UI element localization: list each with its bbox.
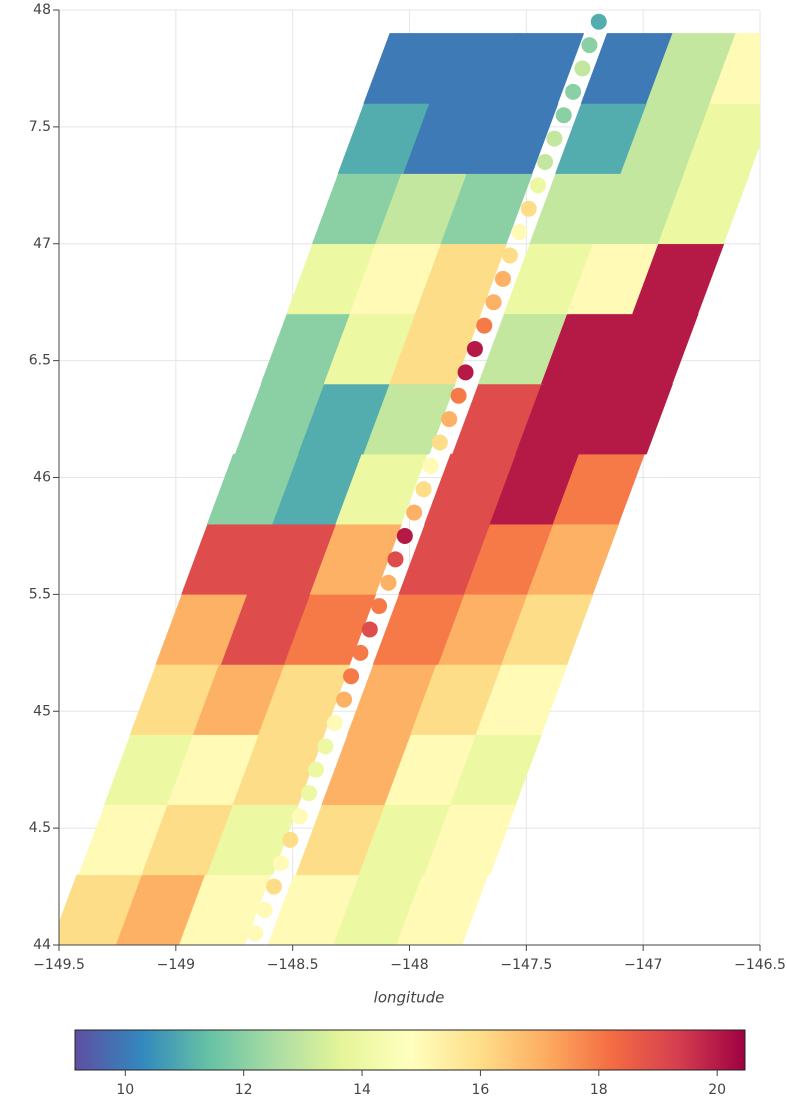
track-point: [555, 107, 572, 124]
x-tick-label: −149: [157, 957, 195, 973]
colorbar-tick-label: 20: [708, 1082, 726, 1098]
track-point: [537, 153, 554, 170]
track-point: [415, 481, 432, 498]
axes: [53, 9, 761, 951]
track-point: [581, 37, 598, 54]
track-point: [371, 598, 388, 615]
track-point: [546, 130, 563, 147]
track-point: [380, 574, 397, 591]
track-point: [343, 668, 360, 685]
track-point: [352, 644, 369, 661]
heatmap-cell: [501, 594, 594, 665]
track-point: [501, 247, 518, 264]
track-point: [457, 364, 474, 381]
heatmap-cell: [526, 524, 620, 595]
heatmap-cell: [309, 524, 402, 595]
track-point: [476, 317, 493, 334]
track-point: [361, 621, 378, 638]
heatmap-cell: [466, 103, 559, 174]
track-point: [265, 878, 282, 895]
track-point: [530, 177, 547, 194]
heatmap-cell: [475, 664, 568, 735]
heatmap-cell: [449, 734, 543, 805]
track-point: [387, 551, 404, 568]
track-point: [291, 808, 308, 825]
track-point: [308, 761, 325, 778]
y-tick-label: 48: [33, 2, 51, 18]
y-tick-label: 5.5: [29, 586, 51, 602]
track-point: [282, 831, 299, 848]
heatmap-cell: [414, 243, 508, 315]
y-tick-label: 7.5: [29, 119, 51, 135]
track-point: [565, 83, 582, 100]
heatmap-cell: [389, 313, 482, 385]
heatmap-cell: [440, 173, 533, 245]
track-point: [317, 738, 334, 755]
y-tick-label: 44: [33, 937, 51, 953]
heatmap-cell: [424, 804, 517, 876]
track-point: [574, 60, 591, 77]
track-point: [406, 504, 423, 521]
track-point: [494, 270, 511, 287]
x-tick-label: −146.5: [734, 957, 786, 973]
track-point: [336, 691, 353, 708]
track-point: [431, 434, 448, 451]
y-tick-label: 6.5: [29, 353, 51, 369]
heatmap-cell: [258, 664, 351, 735]
heatmap-cell: [491, 33, 585, 104]
y-tick-label: 46: [33, 470, 51, 486]
track-point: [272, 855, 289, 872]
track-point: [520, 200, 537, 217]
track-point: [422, 457, 439, 474]
colorbar-tick-label: 10: [116, 1082, 134, 1098]
x-tick-label: −149.5: [33, 957, 85, 973]
track-point: [441, 411, 458, 428]
track-point: [247, 925, 264, 942]
track-point: [396, 527, 413, 544]
x-tick-label: −147.5: [500, 957, 552, 973]
colorbar-tick-label: 12: [235, 1082, 253, 1098]
x-tick-label: −147: [624, 957, 662, 973]
track-point: [511, 224, 528, 241]
heatmap-cell: [363, 383, 456, 455]
y-tick-label: 45: [33, 703, 51, 719]
colorbar-tick-label: 16: [472, 1082, 490, 1098]
track-point: [256, 901, 273, 918]
plot-area: [59, 13, 760, 945]
heatmap-cell: [683, 103, 760, 174]
track-point: [485, 294, 502, 311]
track-point: [590, 13, 607, 30]
x-axis-label: longitude: [374, 989, 445, 1007]
heatmap-cell: [657, 173, 751, 245]
heatmap-cell: [232, 734, 325, 805]
track-point: [301, 785, 318, 802]
colorbar-tick-label: 18: [590, 1082, 608, 1098]
track-point: [450, 387, 467, 404]
y-tick-label: 47: [33, 236, 51, 252]
x-tick-label: −148.5: [267, 957, 319, 973]
heatmap-cell: [709, 33, 760, 104]
y-tick-label: 4.5: [29, 820, 51, 836]
colorbar-tick-label: 14: [353, 1082, 371, 1098]
track-point: [466, 340, 483, 357]
x-tick-label: −148: [390, 957, 428, 973]
heatmap-cell: [283, 594, 377, 665]
colorbar: [74, 1029, 746, 1071]
heatmap-cell: [632, 243, 725, 315]
heatmap-cell: [580, 383, 673, 455]
heatmap-cell: [606, 313, 699, 385]
track-point: [326, 714, 343, 731]
